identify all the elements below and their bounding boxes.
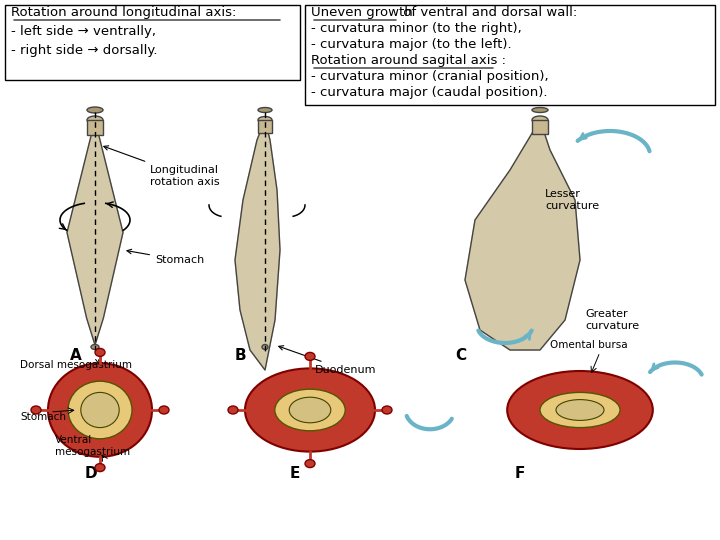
Text: of ventral and dorsal wall:: of ventral and dorsal wall:: [399, 6, 577, 19]
Ellipse shape: [48, 363, 152, 457]
Text: - curvatura major (caudal position).: - curvatura major (caudal position).: [311, 86, 547, 99]
Text: - left side → ventrally,: - left side → ventrally,: [11, 25, 156, 38]
Text: C: C: [455, 348, 466, 363]
Polygon shape: [67, 120, 123, 345]
Ellipse shape: [245, 368, 375, 451]
Bar: [258, 120, 272, 133]
Ellipse shape: [91, 345, 99, 349]
Text: Lesser
curvature: Lesser curvature: [545, 189, 599, 211]
Text: A: A: [70, 348, 82, 363]
Ellipse shape: [95, 348, 105, 356]
Text: - curvatura major (to the left).: - curvatura major (to the left).: [311, 38, 512, 51]
Ellipse shape: [382, 406, 392, 414]
Ellipse shape: [532, 116, 548, 124]
FancyBboxPatch shape: [5, 5, 300, 80]
Ellipse shape: [258, 117, 272, 124]
Ellipse shape: [81, 393, 120, 428]
Ellipse shape: [289, 397, 330, 423]
Ellipse shape: [540, 393, 620, 428]
Text: F: F: [515, 466, 526, 481]
Text: B: B: [235, 348, 247, 363]
Ellipse shape: [159, 406, 169, 414]
Ellipse shape: [556, 400, 604, 421]
Text: D: D: [85, 466, 98, 481]
Ellipse shape: [305, 460, 315, 468]
Text: Stomach: Stomach: [127, 249, 204, 265]
Text: E: E: [290, 466, 300, 481]
Ellipse shape: [87, 107, 103, 113]
Text: Longitudinal
rotation axis: Longitudinal rotation axis: [104, 146, 220, 187]
Text: Ventral
mesogastrium: Ventral mesogastrium: [55, 435, 130, 457]
Bar: [87, 120, 103, 135]
Ellipse shape: [305, 353, 315, 360]
Text: - curvatura minor (to the right),: - curvatura minor (to the right),: [311, 22, 522, 35]
Ellipse shape: [258, 107, 272, 112]
Text: Greater
curvature: Greater curvature: [585, 309, 639, 331]
Polygon shape: [235, 120, 280, 370]
Text: - curvatura minor (cranial position),: - curvatura minor (cranial position),: [311, 70, 549, 83]
Ellipse shape: [68, 381, 132, 439]
Text: Uneven growth: Uneven growth: [311, 6, 413, 19]
Ellipse shape: [507, 371, 653, 449]
Polygon shape: [465, 120, 580, 350]
Text: Rotation around sagital axis :: Rotation around sagital axis :: [311, 54, 506, 67]
Ellipse shape: [95, 464, 105, 471]
Text: - right side → dorsally.: - right side → dorsally.: [11, 44, 158, 57]
Ellipse shape: [87, 116, 103, 124]
Ellipse shape: [262, 345, 268, 349]
Ellipse shape: [228, 406, 238, 414]
Bar: [532, 120, 548, 134]
Ellipse shape: [275, 389, 345, 431]
Text: Stomach: Stomach: [20, 412, 66, 422]
FancyBboxPatch shape: [305, 5, 715, 105]
Text: Duodenum: Duodenum: [279, 346, 377, 375]
Text: Rotation around longitudinal axis:: Rotation around longitudinal axis:: [11, 6, 236, 19]
Text: Dorsal mesogastrium: Dorsal mesogastrium: [20, 360, 132, 370]
Ellipse shape: [532, 107, 548, 112]
Text: Omental bursa: Omental bursa: [550, 340, 628, 350]
Ellipse shape: [31, 406, 41, 414]
